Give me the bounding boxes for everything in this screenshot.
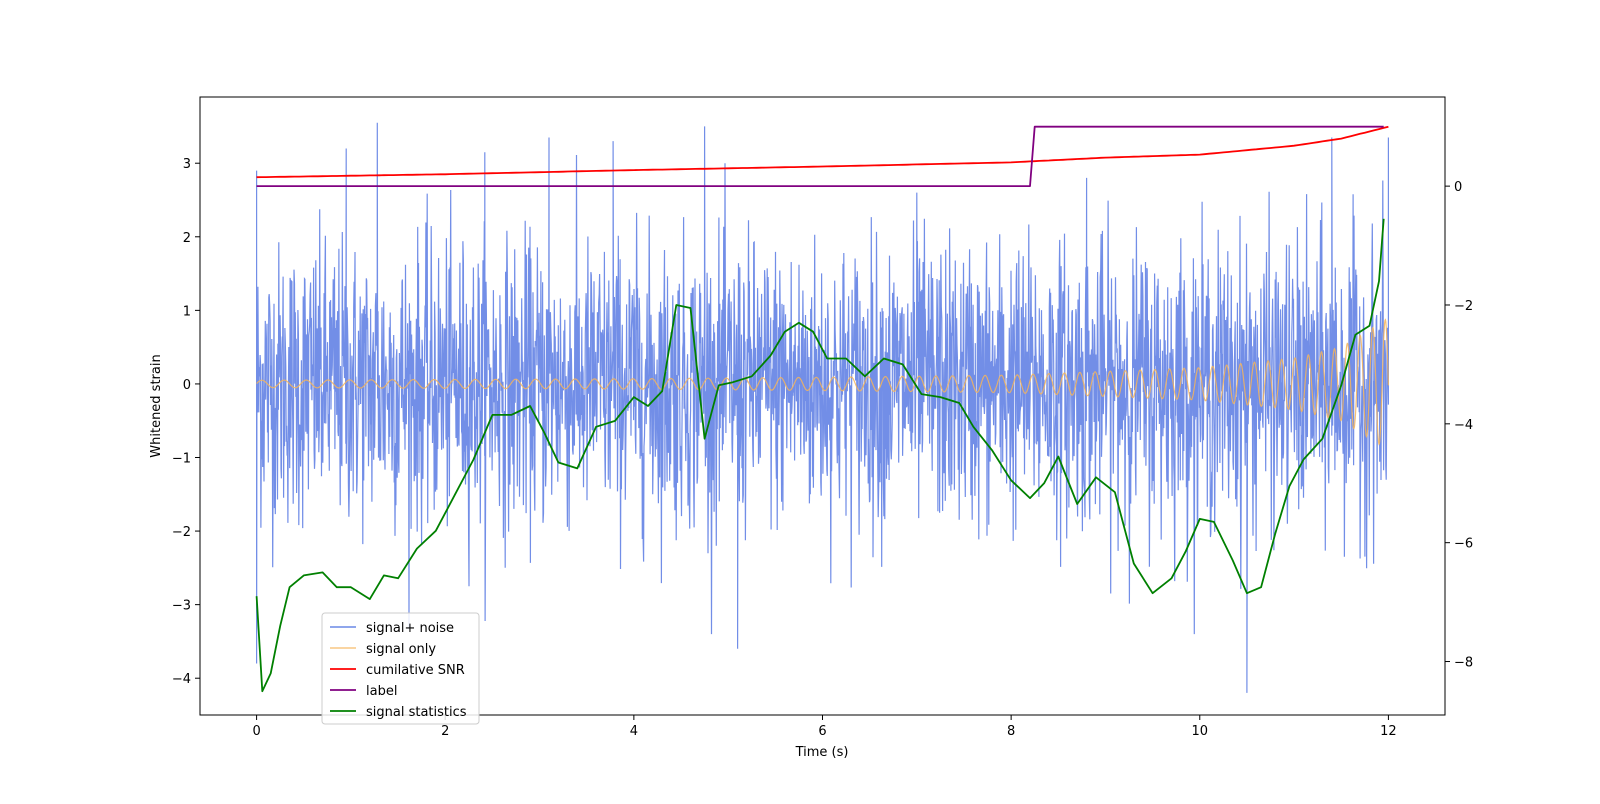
series-signal-only-line — [256, 318, 1389, 446]
x-tick-label: 8 — [1007, 724, 1015, 739]
legend-label: cumilative SNR — [366, 663, 465, 678]
legend: signal+ noise signal only cumilative SNR la… — [321, 612, 480, 725]
y-tick-label-left: 3 — [183, 157, 191, 172]
x-tick-label: 2 — [441, 724, 449, 739]
x-tick-label: 12 — [1380, 724, 1397, 739]
legend-label: signal only — [366, 642, 436, 657]
x-tick-label: 4 — [630, 724, 638, 739]
x-tick-label: 10 — [1191, 724, 1208, 739]
legend-label: signal statistics — [366, 705, 467, 720]
y-tick-label-right: −4 — [1454, 418, 1473, 433]
y-tick-label-right: −2 — [1454, 299, 1473, 314]
legend-label: signal+ noise — [366, 621, 454, 636]
y-tick-label-right: −8 — [1454, 656, 1473, 671]
legend-item-signal-statistics: signal statistics — [330, 705, 467, 720]
y-tick-label-left: 1 — [183, 304, 191, 319]
series-signal-statistics-line — [255, 218, 1385, 693]
y-tick-label-left: −1 — [172, 452, 191, 467]
legend-box — [321, 612, 480, 725]
y-tick-label-left: 2 — [183, 231, 191, 246]
x-tick-label: 0 — [252, 724, 260, 739]
x-tick-label: 6 — [818, 724, 826, 739]
x-axis-label: Time (s) — [795, 745, 849, 760]
legend-label: label — [366, 684, 397, 699]
y-tick-label-right: 0 — [1454, 180, 1462, 195]
y-tick-label-left: −3 — [172, 599, 191, 614]
series-cumilative-snr-line — [256, 125, 1389, 179]
y-tick-label-left: −2 — [172, 525, 191, 540]
plot-lines — [255, 122, 1389, 693]
y-tick-label-left: −4 — [172, 672, 191, 687]
y-tick-label-left: 0 — [183, 378, 191, 393]
y-axis-left: −4 −3 −2 −1 0 1 2 3 — [172, 157, 200, 687]
legend-item-cumilative-snr: cumilative SNR — [330, 663, 465, 678]
series-signal-plus-noise-line — [256, 122, 1389, 693]
y-axis-label: Whitened strain — [149, 354, 164, 457]
series-label-line — [256, 125, 1384, 187]
y-axis-right: −8 −6 −4 −2 0 — [1445, 180, 1473, 671]
legend-item-signal-plus-noise: signal+ noise — [330, 621, 454, 636]
legend-item-label: label — [330, 684, 397, 699]
y-tick-label-right: −6 — [1454, 537, 1473, 552]
legend-item-signal-only: signal only — [330, 642, 436, 657]
